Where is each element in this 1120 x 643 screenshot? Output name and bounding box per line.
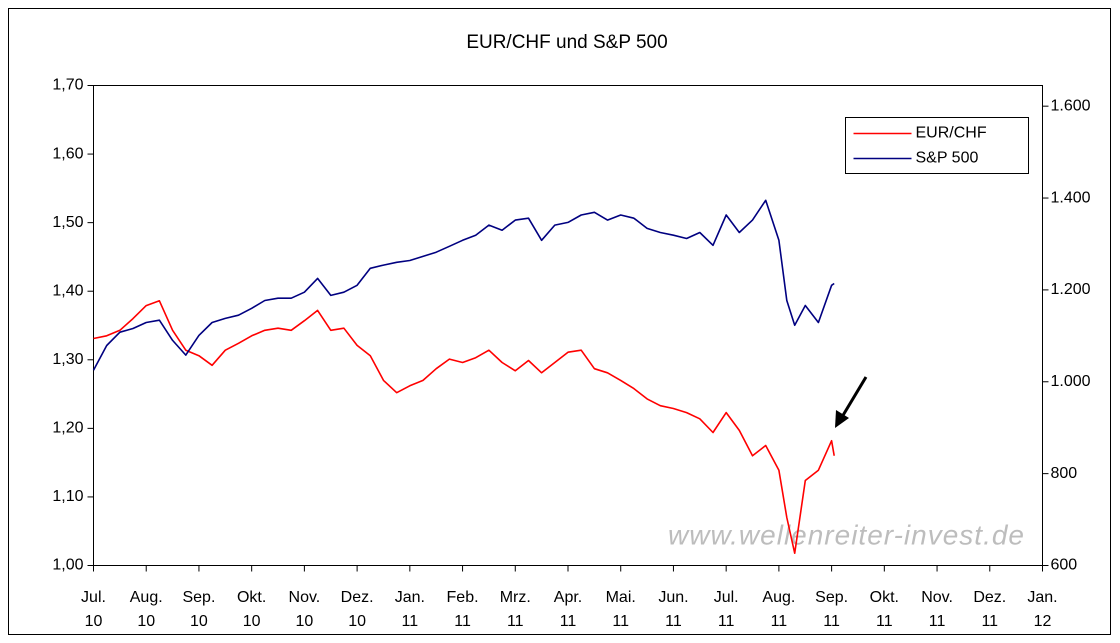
x-tick-label: Dez. 10 xyxy=(340,589,374,630)
legend-label: EUR/CHF xyxy=(916,125,987,142)
x-tick-label: Mai. 11 xyxy=(605,589,636,630)
x-tick-label: Mrz. 11 xyxy=(499,589,531,630)
y2-tick-label: 600 xyxy=(1051,557,1078,574)
series-line xyxy=(92,199,835,371)
arrow xyxy=(835,376,868,428)
x-tick-label: Dez. 11 xyxy=(973,589,1007,630)
x-tick-label: Aug. 10 xyxy=(129,589,163,630)
y-tick-label: 1,60 xyxy=(52,145,83,162)
x-tick-label: Apr. 11 xyxy=(553,589,583,630)
x-tick-label: Sep. 10 xyxy=(182,589,216,630)
x-tick-label: Okt. 11 xyxy=(869,589,899,630)
y2-tick-label: 1.200 xyxy=(1051,281,1091,298)
y-tick-label: 1,10 xyxy=(52,488,83,505)
x-tick-label: Nov. 10 xyxy=(288,589,321,630)
x-tick-label: Jan. 12 xyxy=(1027,589,1058,630)
series-line xyxy=(93,299,835,555)
x-tick-label: Aug. 11 xyxy=(762,589,796,630)
y-tick-label: 1,50 xyxy=(52,214,83,231)
legend-box xyxy=(845,117,1029,174)
y2-tick-label: 800 xyxy=(1051,465,1078,482)
chart-title: EUR/CHF und S&P 500 xyxy=(466,32,667,53)
x-tick-label: Jan. 11 xyxy=(394,589,425,630)
y2-tick-label: 1.000 xyxy=(1051,373,1091,390)
x-tick-label: Jun. 11 xyxy=(658,589,689,630)
x-tick-label: Jul. 11 xyxy=(713,589,739,630)
x-tick-label: Okt. 10 xyxy=(236,589,267,630)
y-tick-label: 1,20 xyxy=(52,420,83,437)
y2-tick-label: 1.600 xyxy=(1051,97,1091,114)
x-tick-label: Sep. 11 xyxy=(815,589,849,630)
y-tick-label: 1,40 xyxy=(52,282,83,299)
y-tick-label: 1,70 xyxy=(52,77,83,94)
watermark: www.wellenreiter-invest.de xyxy=(668,519,1025,550)
x-tick-label: Jul. 10 xyxy=(81,589,106,630)
x-tick-label: Nov. 11 xyxy=(921,589,953,630)
y2-tick-label: 1.400 xyxy=(1051,189,1091,206)
x-tick-label: Feb. 11 xyxy=(446,589,479,630)
legend-label: S&P 500 xyxy=(916,150,979,167)
y-tick-label: 1,30 xyxy=(52,351,83,368)
y-tick-label: 1,00 xyxy=(52,557,83,574)
